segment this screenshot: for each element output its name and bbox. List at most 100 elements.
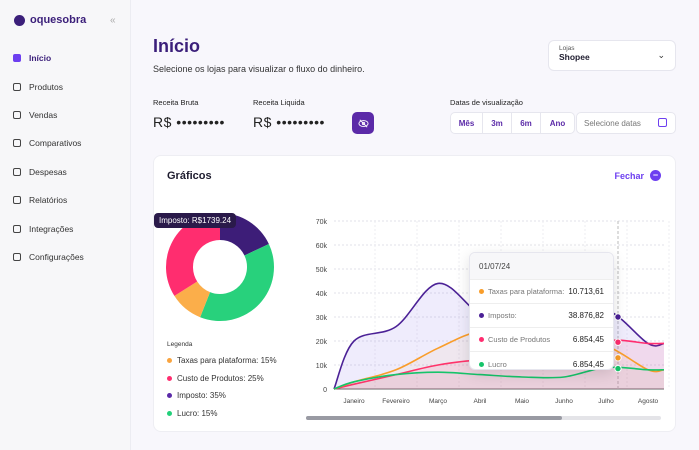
sidebar: oquesobra « Início Produtos Vendas Comparat… [0,0,131,450]
home-icon [13,54,21,63]
store-select[interactable]: Lojas Shopee ⌄ [548,40,676,71]
series-dot-icon [479,313,484,318]
tooltip-row: Imposto: 38.876,82 [470,304,613,328]
hover-point[interactable] [614,364,622,373]
close-charts-button[interactable]: Fechar − [614,170,661,181]
pie-slice-taxas[interactable] [174,281,211,318]
card-title: Gráficos [167,170,212,182]
x-tick-label: Junho [555,398,573,405]
report-icon [13,196,21,205]
sidebar-item-label: Produtos [29,81,64,92]
logo[interactable]: oquesobra [14,14,86,26]
series-line-lucro [333,366,665,390]
sidebar-item-label: Integrações [29,223,74,234]
hover-point[interactable] [614,313,622,321]
legend-item: Custo de Produtos: 25% [167,374,264,383]
charts-card: Gráficos Fechar − Imposto: R$1739.24 Lege… [153,155,676,432]
gift-icon [13,82,21,91]
pie-slice-custo[interactable] [166,213,220,296]
sales-icon [13,110,21,119]
series-area-3 [334,367,664,389]
tooltip-row: Lucro 6.854,45 [470,352,613,376]
tooltip-row: Taxas para plataforma: 10.713,61 [470,280,613,304]
sidebar-item-label: Vendas [29,109,58,120]
sidebar-item-label: Configurações [29,251,84,262]
tooltip-label: Taxas para plataforma: [488,287,565,296]
y-tick-label: 50k [316,267,328,274]
tooltip-value: 10.713,61 [568,287,604,296]
x-tick-label: Abril [473,398,487,405]
chevron-down-icon: ⌄ [657,50,665,60]
tooltip-value: 6.854,45 [572,359,604,369]
period-month-button[interactable]: Mês [451,113,483,133]
eye-off-icon [357,119,369,127]
x-tick-label: Março [429,398,447,405]
legend-dot-icon [167,358,172,363]
period-3m-button[interactable]: 3m [483,113,512,133]
y-tick-label: 10k [316,363,328,370]
x-tick-label: Janeiro [343,398,365,405]
sidebar-item-label: Despesas [29,166,67,177]
minus-icon: − [650,170,661,181]
hover-point[interactable] [614,354,622,362]
sidebar-item-compare[interactable]: Comparativos [0,129,130,157]
sidebar-item-label: Relatórios [29,195,68,206]
legend-label: Custo de Produtos: 25% [177,373,264,383]
legend-label: Lucro: 15% [177,408,218,418]
gear-icon [13,252,21,261]
dates-label: Datas de visualização [450,98,523,107]
tooltip-value: 38.876,82 [568,311,604,320]
legend-item: Imposto: 35% [167,391,226,400]
sidebar-item-sales[interactable]: Vendas [0,101,130,129]
sidebar-item-report[interactable]: Relatórios [0,186,130,214]
scrollbar-thumb[interactable] [306,416,562,420]
chart-tooltip: 01/07/24 Taxas para plataforma: 10.713,61… [469,252,614,370]
hover-point[interactable] [614,338,622,346]
y-tick-label: 60k [316,243,328,250]
sidebar-item-wallet[interactable]: Despesas [0,158,130,186]
pie-slice-lucro[interactable] [200,244,274,321]
y-tick-label: 20k [316,339,328,346]
sidebar-item-integration[interactable]: Integrações [0,214,130,242]
tooltip-label: Imposto: [488,311,517,320]
chart-scrollbar[interactable] [306,416,661,420]
logo-text: oquesobra [30,14,87,26]
gross-revenue-label: Receita Bruta [153,98,199,107]
y-tick-label: 40k [316,291,328,298]
y-tick-label: 70k [316,219,328,226]
legend-dot-icon [167,393,172,398]
legend-title: Legenda [167,341,193,348]
legend-item: Taxas para plataforma: 15% [167,356,277,365]
calendar-icon [658,118,667,127]
tooltip-date: 01/07/24 [470,253,613,280]
net-revenue-value: R$ ••••••••• [253,114,325,130]
sidebar-item-gear[interactable]: Configurações [0,243,130,271]
compare-icon [13,139,21,148]
page-subtitle: Selecione os lojas para visualizar o flu… [153,64,365,74]
net-revenue-label: Receita Liquida [253,98,305,107]
x-tick-label: Maio [515,398,529,405]
store-value: Shopee [559,52,590,62]
period-year-button[interactable]: Ano [549,118,566,128]
sidebar-item-label: Início [29,53,52,64]
close-label: Fechar [614,170,644,181]
y-tick-label: 0 [323,387,327,394]
tooltip-label: Lucro [488,359,507,369]
logo-icon [14,14,25,26]
period-segmented-control: Mês 3m 6m Ano [450,112,575,134]
x-tick-label: Julho [598,398,614,405]
period-6m-button[interactable]: 6m [512,113,541,133]
collapse-sidebar-icon[interactable]: « [110,15,116,26]
store-label: Lojas [559,45,575,52]
integration-icon [13,224,21,233]
x-tick-label: Agosto [638,398,659,405]
pie-tooltip: Imposto: R$1739.24 [154,213,237,228]
sidebar-item-home[interactable]: Início [0,44,130,72]
legend-label: Imposto: 35% [177,391,226,400]
tooltip-row: Custo de Produtos 6.854,45 [470,328,613,352]
sidebar-item-label: Comparativos [29,138,82,149]
tooltip-value: 6.854,45 [572,335,604,344]
sidebar-item-gift[interactable]: Produtos [0,72,130,100]
toggle-visibility-button[interactable] [352,112,374,134]
date-range-input[interactable]: Selecione datas [576,112,676,134]
